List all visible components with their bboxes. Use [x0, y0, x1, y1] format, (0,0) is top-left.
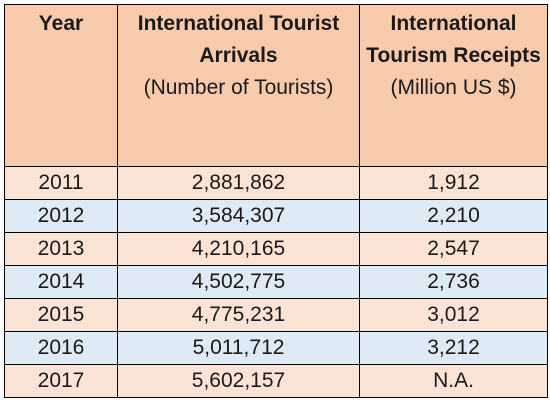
cell-year: 2013	[4, 232, 118, 266]
cell-year: 2011	[4, 166, 118, 200]
cell-arrivals: 3,584,307	[117, 199, 360, 233]
column-header-receipts: International Tourism Receipts (Million …	[359, 4, 548, 167]
table-row: 2012 3,584,307 2,210	[4, 199, 548, 233]
column-title: International Tourism Receipts	[366, 12, 541, 67]
table-row: 2014 4,502,775 2,736	[4, 265, 548, 299]
cell-receipts: 2,210	[359, 199, 548, 233]
cell-arrivals: 4,502,775	[117, 265, 360, 299]
header-row: Year International Tourist Arrivals (Num…	[4, 4, 548, 167]
cell-arrivals: 5,011,712	[117, 331, 360, 365]
cell-year: 2015	[4, 298, 118, 332]
cell-year: 2014	[4, 265, 118, 299]
column-subtitle: (Million US $)	[390, 76, 517, 99]
cell-arrivals: 4,775,231	[117, 298, 360, 332]
cell-receipts: N.A.	[359, 364, 548, 398]
cell-arrivals: 5,602,157	[117, 364, 360, 398]
cell-receipts: 3,212	[359, 331, 548, 365]
data-table: Year International Tourist Arrivals (Num…	[4, 4, 548, 398]
cell-receipts: 3,012	[359, 298, 548, 332]
column-subtitle: (Number of Tourists)	[143, 76, 334, 99]
column-header-arrivals: International Tourist Arrivals (Number o…	[117, 4, 360, 167]
column-header-year: Year	[4, 4, 118, 167]
table-row: 2013 4,210,165 2,547	[4, 232, 548, 266]
cell-receipts: 2,547	[359, 232, 548, 266]
cell-year: 2017	[4, 364, 118, 398]
table-header: Year International Tourist Arrivals (Num…	[4, 4, 548, 167]
cell-arrivals: 4,210,165	[117, 232, 360, 266]
cell-year: 2012	[4, 199, 118, 233]
table-row: 2017 5,602,157 N.A.	[4, 364, 548, 398]
table-row: 2011 2,881,862 1,912	[4, 166, 548, 200]
cell-receipts: 2,736	[359, 265, 548, 299]
table-row: 2015 4,775,231 3,012	[4, 298, 548, 332]
column-title: International Tourist Arrivals	[137, 12, 340, 67]
cell-receipts: 1,912	[359, 166, 548, 200]
column-title: Year	[38, 12, 84, 35]
cell-arrivals: 2,881,862	[117, 166, 360, 200]
table-body: 2011 2,881,862 1,912 2012 3,584,307 2,210 2013…	[4, 166, 548, 398]
table-row: 2016 5,011,712 3,212	[4, 331, 548, 365]
cell-year: 2016	[4, 331, 118, 365]
